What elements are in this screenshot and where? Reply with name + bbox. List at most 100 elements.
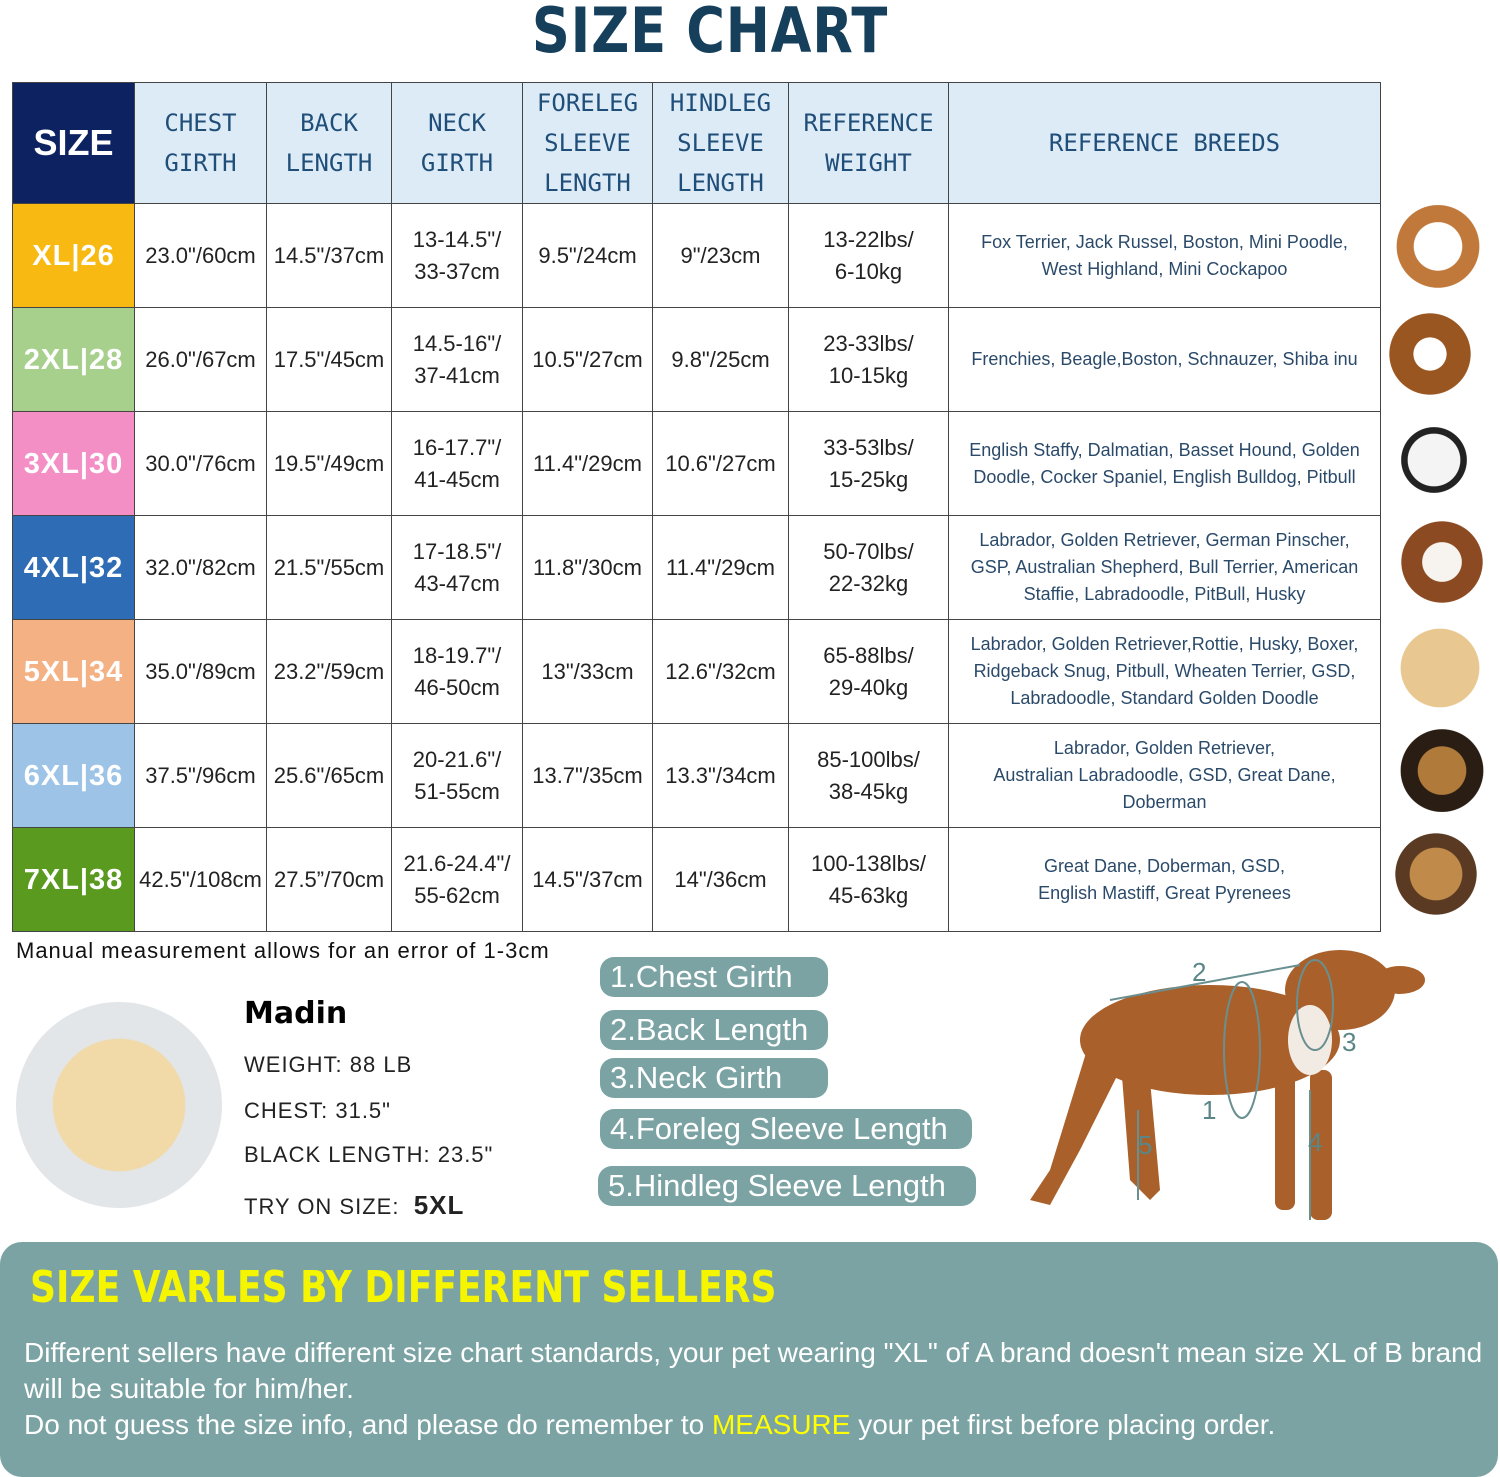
cell-line: SIZE <box>33 122 114 163</box>
cell-line: Ridgeback Snug, Pitbull, Wheaten Terrier… <box>973 661 1356 681</box>
cell-line: Great Dane, Doberman, GSD, <box>1043 855 1286 876</box>
table-cell: 16-17.7"/ 41-45cm <box>391 411 523 516</box>
table-cell: 50-70lbs/22-32kg <box>788 515 949 620</box>
breeds-cell: Labrador, Golden Retriever, German Pinsc… <box>948 515 1381 620</box>
table-cell: 30.0"/76cm <box>134 411 267 516</box>
dog-photo <box>1392 205 1484 297</box>
cell-line: Labrador, Golden Retriever, German Pinsc… <box>979 530 1350 550</box>
banner-highlight: MEASURE <box>711 1409 851 1440</box>
table-cell: 13-14.5"/ 33-37cm <box>391 203 523 308</box>
banner <box>0 1242 1498 1477</box>
table-cell: 9.5"/24cm <box>522 203 653 308</box>
table-row: 6XL|36 37.5"/96cm 25.6"/65cm 20-21.6"/ 51-55… <box>12 723 1381 828</box>
table-cell: 26.0"/67cm <box>134 307 267 412</box>
legend-item: 3.Neck Girth <box>600 1058 828 1098</box>
cell-line: 10-15kg <box>828 362 909 388</box>
cell-line: 20-21.6"/ <box>412 746 502 772</box>
cell-line: FORELEG <box>536 89 639 117</box>
cell-line: 51-55cm <box>414 778 500 804</box>
table-cell: 19.5"/49cm <box>266 411 392 516</box>
cell-line: West Highland, Mini Cockapoo <box>1041 258 1288 279</box>
table-cell: 10.5"/27cm <box>522 307 653 412</box>
legend-item: 5.Hindleg Sleeve Length <box>598 1166 976 1206</box>
legend-item: 1.Chest Girth <box>600 957 828 997</box>
table-cell: 14"/36cm <box>652 827 789 932</box>
cell-line: NECK <box>428 109 486 137</box>
cell-line: REFERENCE BREEDS <box>1048 129 1281 157</box>
header-cell: CHEST GIRTH <box>134 82 267 204</box>
header-row: SIZE CHEST GIRTH BACK LENGTH NECK GIRTH FORELEG… <box>12 82 1381 204</box>
header-cell: BACK LENGTH <box>266 82 392 204</box>
table-row: 2XL|28 26.0"/67cm 17.5"/45cm 14.5-16"/ 37-41… <box>12 307 1381 412</box>
table-cell: 17-18.5"/ 43-47cm <box>391 515 523 620</box>
size-cell: XL|26 <box>12 203 135 308</box>
cell-line: GIRTH <box>164 149 237 177</box>
size-cell: 6XL|36 <box>12 723 135 828</box>
profile-line: CHEST: 31.5" <box>244 1098 391 1123</box>
header-cell: NECK GIRTH <box>391 82 523 204</box>
table-cell: 9"/23cm <box>652 203 789 308</box>
header-cell: REFERENCE BREEDS <box>948 82 1381 204</box>
table-cell: 20-21.6"/ 51-55cm <box>391 723 523 828</box>
cell-line: WEIGHT <box>825 149 912 177</box>
cell-line: 13-14.5"/ <box>412 226 502 252</box>
table-cell: 42.5"/108cm <box>134 827 267 932</box>
header-cell: HINDLEG SLEEVE LENGTH <box>652 82 789 204</box>
breeds-cell: Labrador, Golden Retriever, Australian La… <box>948 723 1381 828</box>
breeds-cell: Labrador, Golden Retriever,Rottie, Husky… <box>948 619 1381 724</box>
table-cell: 23.0"/60cm <box>134 203 267 308</box>
profile-photo <box>16 1002 222 1208</box>
cell-line: GSP, Australian Shepherd, Bull Terrier, … <box>970 557 1359 577</box>
header-cell: FORELEG SLEEVE LENGTH <box>522 82 653 204</box>
table-cell: 9.8"/25cm <box>652 307 789 412</box>
diagram-label: 4 <box>1308 1127 1322 1157</box>
table-cell: 85-100lbs/38-45kg <box>788 723 949 828</box>
cell-line: 50-70lbs/ <box>823 538 914 564</box>
cell-line: 15-25kg <box>828 466 909 492</box>
size-cell: 2XL|28 <box>12 307 135 412</box>
cell-line: LENGTH <box>285 149 373 177</box>
cell-line: 43-47cm <box>414 570 500 596</box>
table-cell: 18-19.7"/ 46-50cm <box>391 619 523 724</box>
table-cell: 32.0"/82cm <box>134 515 267 620</box>
cell-line: 14.5-16"/ <box>412 330 502 356</box>
cell-line: Fox Terrier, Jack Russel, Boston, Mini P… <box>981 231 1348 252</box>
try-label: TRY ON SIZE: <box>244 1194 400 1219</box>
table-row: 7XL|38 42.5"/108cm 27.5”/70cm 21.6-24.4"/ 55… <box>12 827 1381 932</box>
table-cell: 25.6"/65cm <box>266 723 392 828</box>
profile-line: TRY ON SIZE: 5XL <box>244 1190 464 1221</box>
cell-line: Labrador, Golden Retriever,Rottie, Husky… <box>970 634 1359 654</box>
cell-line: Frenchies, Beagle,Boston, Schnauzer, Shi… <box>971 349 1358 369</box>
cell-line: 21.6-24.4"/ <box>403 850 511 876</box>
diagram-label: 5 <box>1138 1130 1152 1160</box>
cell-line: Doodle, Cocker Spaniel, English Bulldog,… <box>973 466 1356 487</box>
dog-photo <box>1396 516 1488 608</box>
header-cell: REFERENCE WEIGHT <box>788 82 949 204</box>
cell-line: 22-32kg <box>828 570 909 596</box>
table-cell: 11.8"/30cm <box>522 515 653 620</box>
cell-line: 100-138lbs/ <box>811 850 926 876</box>
dog-photo <box>1384 308 1476 400</box>
diagram-label: 2 <box>1192 957 1206 987</box>
header-cell: SIZE <box>12 82 135 204</box>
table-cell: 12.6"/32cm <box>652 619 789 724</box>
breeds-cell: Frenchies, Beagle,Boston, Schnauzer, Shi… <box>948 307 1381 412</box>
size-cell: 5XL|34 <box>12 619 135 724</box>
table-cell: 11.4"/29cm <box>652 515 789 620</box>
table-row: 5XL|34 35.0"/89cm 23.2"/59cm 18-19.7"/ 46-50… <box>12 619 1381 724</box>
cell-line: 13-22lbs/ <box>823 226 914 252</box>
cell-line: REFERENCE <box>803 109 934 137</box>
table-cell: 27.5”/70cm <box>266 827 392 932</box>
legend-item: 2.Back Length <box>600 1010 828 1050</box>
table-row: XL|26 23.0"/60cm 14.5"/37cm 13-14.5"/ 33-37c… <box>12 203 1381 308</box>
cell-line: 16-17.7"/ <box>412 434 502 460</box>
table-cell: 14.5-16"/ 37-41cm <box>391 307 523 412</box>
cell-line: Australian Labradoodle, GSD, Great Dane, <box>993 765 1336 785</box>
diagram-label: 1 <box>1202 1095 1216 1125</box>
table-cell: 35.0"/89cm <box>134 619 267 724</box>
dog-photo <box>1394 622 1486 714</box>
cell-line: Staffie, Labradoodle, PitBull, Husky <box>1023 584 1306 604</box>
dog-photo <box>1388 414 1480 506</box>
measure-lines <box>1109 959 1334 1220</box>
note: Manual measurement allows for an error o… <box>16 938 550 963</box>
